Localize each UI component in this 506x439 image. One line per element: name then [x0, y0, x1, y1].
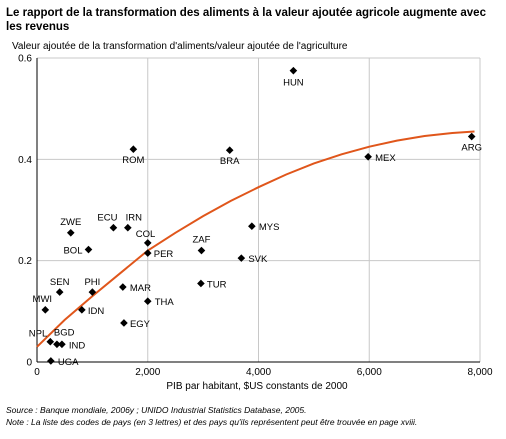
point-label-ecu: ECU: [97, 213, 117, 224]
point-marker-idn: [78, 306, 86, 314]
point-label-arg: ARG: [461, 143, 482, 154]
point-marker-tha: [143, 297, 152, 305]
point-marker-rom: [129, 145, 138, 153]
point-label-npl: NPL: [29, 329, 47, 340]
y-tick-label: 0.4: [18, 155, 32, 166]
point-label-hun: HUN: [283, 78, 304, 89]
point-marker-irn: [124, 223, 132, 232]
x-tick-label: 0: [34, 367, 40, 378]
point-marker-zaf: [197, 246, 206, 255]
point-label-mar: MAR: [130, 283, 151, 294]
point-label-uga: UGA: [58, 357, 79, 368]
point-marker-hun: [289, 66, 298, 75]
source-note: Source : Banque mondiale, 2006y ; UNIDO …: [6, 405, 307, 415]
point-marker-uga: [47, 357, 55, 365]
y-tick-label: 0.2: [18, 256, 32, 267]
point-label-mys: MYS: [259, 222, 280, 233]
point-marker-svk: [237, 254, 246, 262]
point-label-egy: EGY: [130, 319, 151, 330]
point-label-zwe: ZWE: [60, 217, 81, 228]
point-marker-zwe: [66, 229, 75, 237]
point-label-tha: THA: [155, 297, 175, 308]
point-label-mex: MEX: [375, 153, 396, 164]
chart-notes: Source : Banque mondiale, 2006y ; UNIDO …: [6, 404, 417, 428]
chart-title: Le rapport de la transformation des alim…: [6, 7, 486, 33]
x-tick-label: 2,000: [135, 367, 160, 378]
point-label-bra: BRA: [220, 156, 240, 167]
axes: [36, 58, 480, 363]
x-tick-label: 8,000: [467, 367, 492, 378]
point-label-phi: PHI: [84, 277, 100, 288]
point-label-svk: SVK: [248, 254, 268, 265]
y-axis-label: Valeur ajoutée de la transformation d'al…: [12, 41, 348, 52]
country-codes-note: Note : La liste des codes de pays (en 3 …: [6, 417, 418, 427]
point-label-bol: BOL: [63, 246, 82, 257]
grid-lines: [37, 57, 481, 362]
data-points: HUN ARG ROM BRA MEX MYS ECU IRN ZWE COL BOL ZAF PER S…: [29, 66, 482, 368]
point-marker-sen: [55, 288, 64, 296]
tick-labels: 0 2,000 4,000 6,000 8,000 0 0.2 0.4 0.6: [18, 54, 493, 379]
point-label-bgd: BGD: [54, 327, 75, 338]
point-marker-ecu: [109, 223, 118, 232]
x-axis-label: PIB par habitant, $US constants de 2000: [166, 381, 348, 392]
point-marker-egy: [120, 319, 128, 327]
point-marker-mwi: [41, 306, 50, 314]
point-marker-mar: [119, 283, 127, 291]
point-label-per: PER: [154, 249, 174, 260]
x-tick-label: 6,000: [357, 367, 382, 378]
point-label-rom: ROM: [122, 155, 144, 166]
point-label-irn: IRN: [126, 213, 143, 224]
point-label-idn: IDN: [88, 306, 105, 317]
trend-line: [36, 130, 475, 348]
point-marker-ind: [58, 340, 66, 349]
point-marker-tur: [197, 279, 205, 288]
point-marker-phi: [88, 288, 97, 296]
point-label-sen: SEN: [50, 277, 70, 288]
point-marker-mys: [248, 222, 256, 231]
point-marker-npl: [46, 337, 55, 346]
point-label-tur: TUR: [207, 279, 227, 290]
point-marker-col: [143, 239, 152, 247]
point-label-zaf: ZAF: [192, 235, 210, 246]
point-marker-bra: [225, 146, 234, 155]
point-label-ind: IND: [69, 340, 86, 351]
point-marker-mex: [364, 153, 372, 161]
point-marker-per: [143, 249, 152, 257]
point-label-col: COL: [136, 229, 156, 240]
point-marker-arg: [467, 132, 476, 141]
point-marker-bgd: [53, 340, 61, 349]
y-tick-label: 0: [26, 358, 32, 369]
x-tick-label: 4,000: [246, 367, 271, 378]
point-label-mwi: MWI: [33, 294, 53, 305]
y-tick-label: 0.6: [18, 54, 32, 65]
point-marker-bol: [84, 245, 93, 254]
